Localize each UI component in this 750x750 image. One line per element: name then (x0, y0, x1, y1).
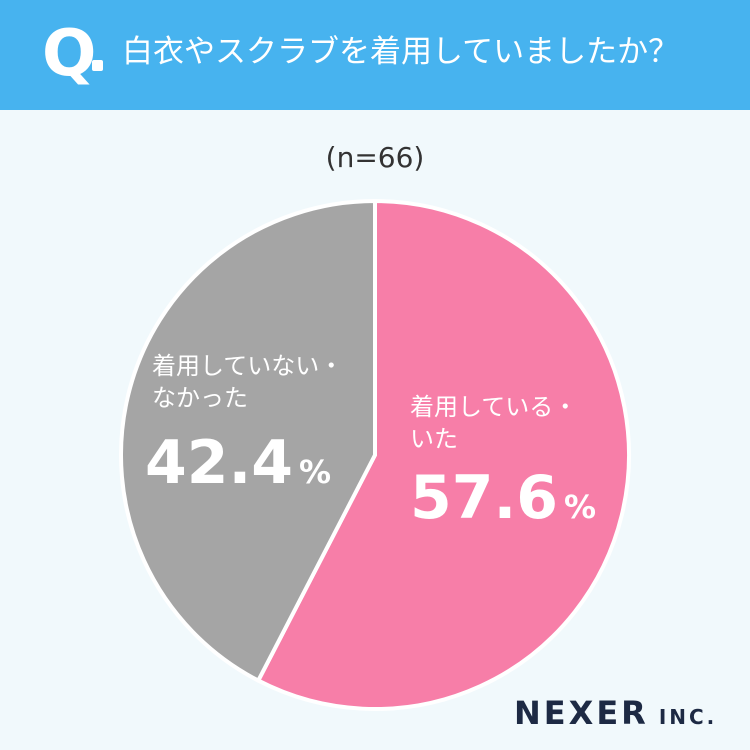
slice-label-wore-line1: 着用している・ (410, 393, 577, 421)
sample-size-label: (n=66) (325, 141, 425, 174)
slice-value-wore-number: 57.6 (410, 463, 558, 533)
logo-main: NEXER (514, 694, 649, 732)
slice-value-not-number: 42.4 (145, 428, 293, 498)
question-text: 白衣やスクラブを着用していましたか？ (122, 34, 680, 70)
slice-label-wore-line2: いた (410, 425, 458, 453)
question-header: Q 白衣やスクラブを着用していましたか？ (0, 0, 750, 110)
pie-slice-wore (256, 199, 631, 711)
slice-value-wore-unit: % (564, 488, 596, 526)
slice-value-not-unit: % (299, 453, 331, 491)
q-mark: Q (42, 17, 97, 91)
nexer-logo: NEXER INC. (514, 694, 717, 732)
slice-label-not-line1: 着用していない・ (152, 352, 343, 380)
q-dot (92, 60, 103, 71)
slice-label-not-line2: なかった (152, 384, 248, 412)
slice-value-wore: 57.6% (410, 463, 596, 533)
logo-sub: INC. (658, 705, 718, 729)
slice-value-not: 42.4% (145, 428, 331, 498)
pie-slice-did-not-wear (119, 199, 377, 683)
